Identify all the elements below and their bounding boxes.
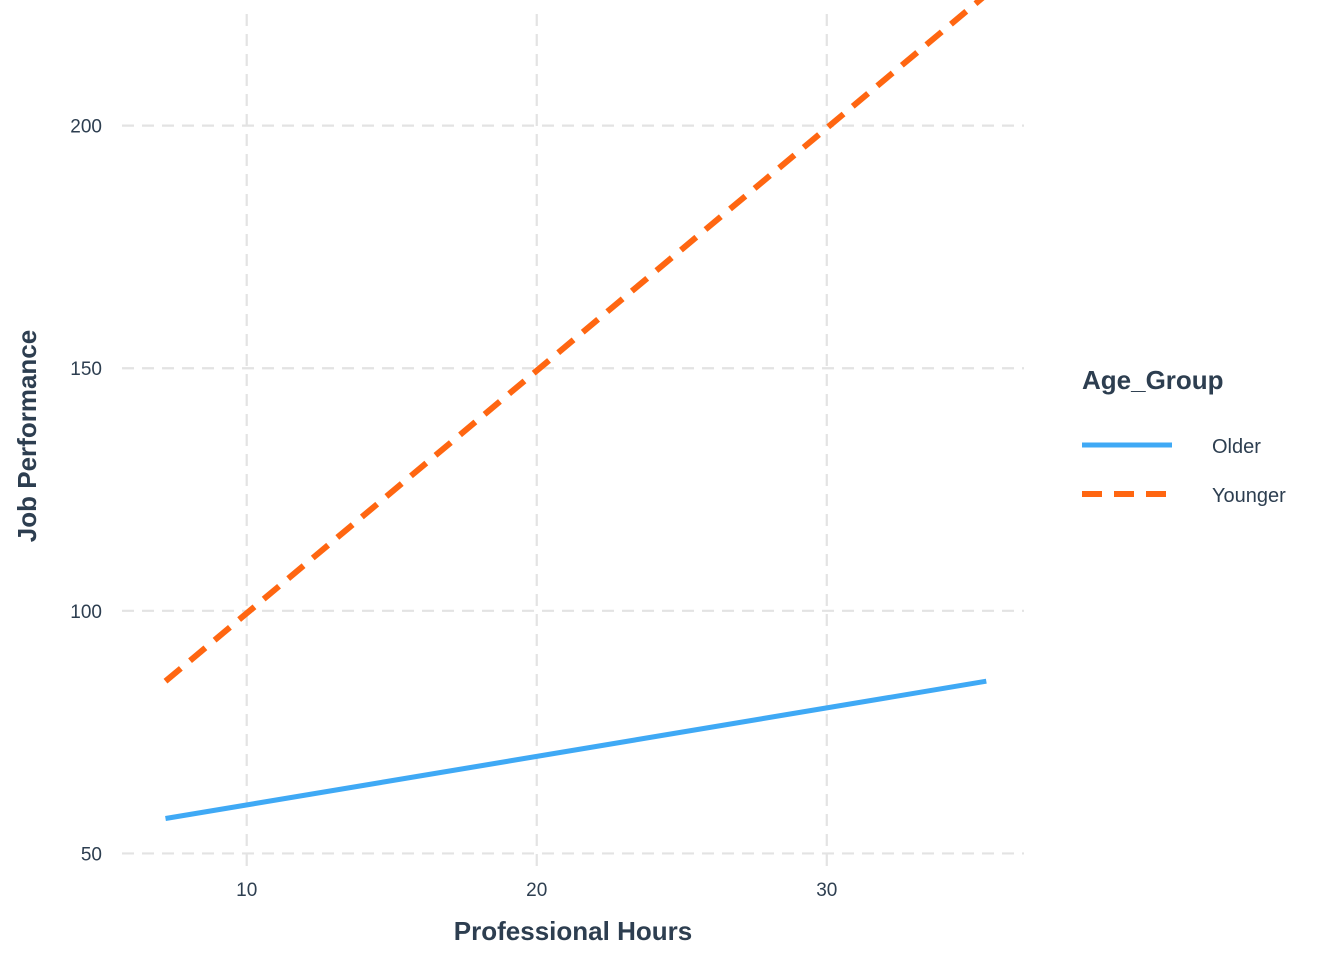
grid (122, 14, 1024, 868)
y-axis-title: Job Performance (12, 330, 42, 542)
legend-label: Older (1212, 436, 1261, 458)
legend: Age_Group Older Younger (1082, 365, 1286, 507)
x-axis-title: Professional Hours (454, 916, 692, 946)
x-tick-label: 20 (526, 880, 547, 901)
x-tick-label: 30 (816, 880, 837, 901)
legend-item-younger: Younger (1082, 485, 1286, 507)
y-tick-label: 50 (81, 844, 102, 865)
legend-title: Age_Group (1082, 365, 1224, 395)
x-axis-ticks: 10 20 30 (236, 880, 837, 901)
series-line-younger (163, 0, 985, 684)
y-tick-label: 200 (70, 117, 102, 138)
series-lines (163, 0, 987, 821)
legend-item-older: Older (1082, 436, 1261, 458)
y-axis-ticks: 50 100 150 200 (70, 117, 102, 866)
x-tick-label: 10 (236, 880, 257, 901)
y-tick-label: 150 (70, 359, 102, 380)
legend-label: Younger (1212, 485, 1286, 507)
series-line-older (165, 678, 987, 821)
legend-items: Older Younger (1082, 436, 1286, 507)
y-tick-label: 100 (70, 602, 102, 623)
